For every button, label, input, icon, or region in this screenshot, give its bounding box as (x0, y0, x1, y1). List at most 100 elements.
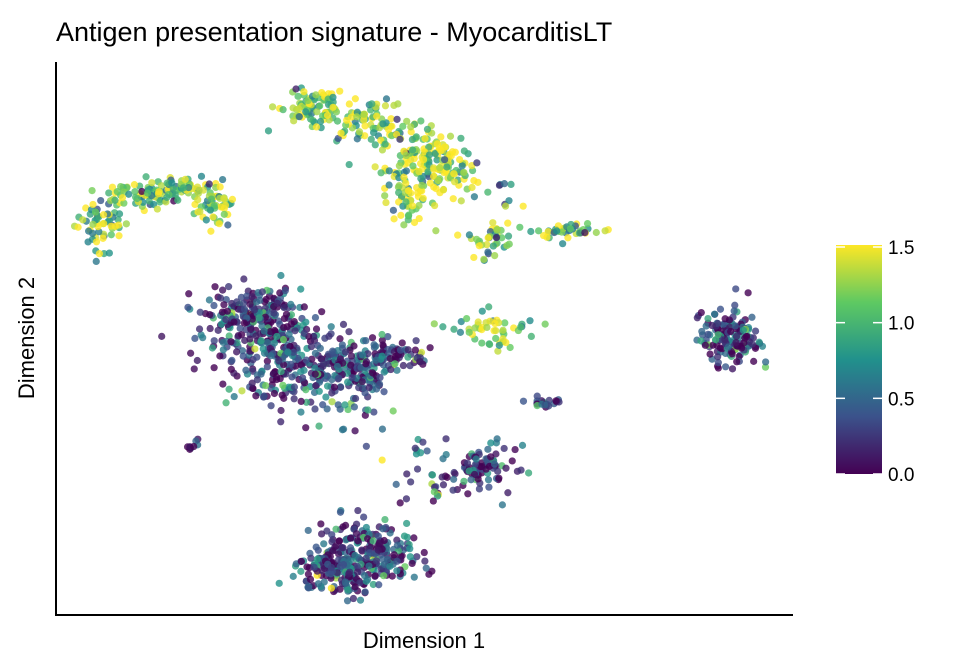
data-point (297, 408, 305, 416)
data-point (425, 570, 433, 578)
data-point (99, 234, 107, 242)
data-point (403, 117, 411, 125)
data-point (327, 323, 335, 331)
data-point (240, 319, 248, 327)
data-point (91, 208, 100, 216)
data-point (252, 392, 260, 400)
data-point (475, 242, 483, 250)
data-point (432, 227, 440, 235)
data-point (227, 365, 235, 373)
data-point (393, 366, 401, 374)
data-point (122, 220, 130, 228)
data-point (369, 369, 377, 377)
data-point (430, 164, 438, 172)
data-point (163, 193, 171, 201)
data-point (380, 572, 388, 580)
data-point (253, 376, 262, 384)
data-point (408, 135, 416, 144)
data-point (564, 234, 572, 242)
data-point (179, 184, 188, 192)
data-point (259, 345, 267, 353)
data-point (470, 470, 479, 479)
colorbar-tick-label: 1.5 (888, 238, 914, 259)
data-point (359, 351, 367, 359)
data-point (240, 275, 248, 283)
data-point (407, 478, 415, 486)
data-point (317, 530, 326, 538)
data-point (761, 363, 770, 371)
data-point (460, 477, 468, 485)
data-point (328, 389, 336, 397)
data-point (329, 93, 337, 101)
data-point (351, 427, 359, 435)
data-point (758, 342, 767, 350)
data-point (423, 447, 431, 455)
data-point (361, 122, 369, 130)
data-point (334, 401, 342, 409)
data-point (206, 206, 214, 214)
data-point (302, 356, 310, 364)
data-point (262, 381, 270, 390)
data-point (416, 358, 424, 366)
data-point (194, 196, 202, 204)
data-point (710, 310, 719, 318)
data-point (507, 180, 515, 188)
data-point (228, 356, 236, 364)
data-point (470, 176, 478, 185)
data-point (519, 397, 528, 405)
data-point (420, 548, 428, 557)
data-point (471, 460, 480, 469)
data-point (415, 167, 423, 176)
data-point (397, 211, 405, 219)
data-point (495, 474, 503, 482)
data-point (336, 508, 345, 516)
data-point (320, 359, 328, 368)
data-point (282, 310, 291, 318)
data-point (400, 173, 408, 181)
data-point (304, 96, 312, 105)
data-point (252, 332, 260, 340)
data-point (490, 460, 499, 468)
data-point (402, 151, 411, 160)
data-point (84, 238, 92, 246)
data-point (706, 350, 714, 358)
data-point (430, 320, 438, 328)
data-point (205, 296, 213, 304)
data-point (446, 150, 454, 158)
data-point (381, 515, 389, 524)
data-point (367, 135, 375, 143)
data-point (88, 186, 96, 195)
data-point (460, 168, 468, 177)
data-point (197, 331, 205, 339)
data-point (393, 541, 401, 549)
data-point (381, 140, 389, 148)
data-point (416, 449, 425, 457)
data-point (237, 293, 245, 301)
data-point (220, 195, 228, 203)
data-point (82, 204, 90, 212)
data-point (491, 251, 499, 260)
data-point (156, 198, 164, 206)
data-point (323, 111, 332, 119)
data-point (210, 364, 218, 372)
data-point (220, 301, 228, 309)
data-point (424, 168, 432, 176)
data-point (748, 313, 756, 321)
data-point (233, 348, 241, 356)
data-point (335, 374, 343, 382)
data-point (364, 535, 372, 543)
data-point (168, 179, 176, 187)
data-point (339, 523, 347, 531)
data-point (465, 231, 473, 239)
data-point (380, 560, 389, 569)
data-point (446, 132, 455, 140)
data-point (360, 110, 368, 118)
data-point (190, 442, 198, 451)
data-point (494, 347, 502, 355)
data-point (248, 293, 256, 301)
data-point (310, 563, 318, 571)
data-point (297, 557, 306, 565)
data-point (327, 584, 335, 592)
data-point (353, 568, 362, 576)
data-point (371, 572, 379, 580)
